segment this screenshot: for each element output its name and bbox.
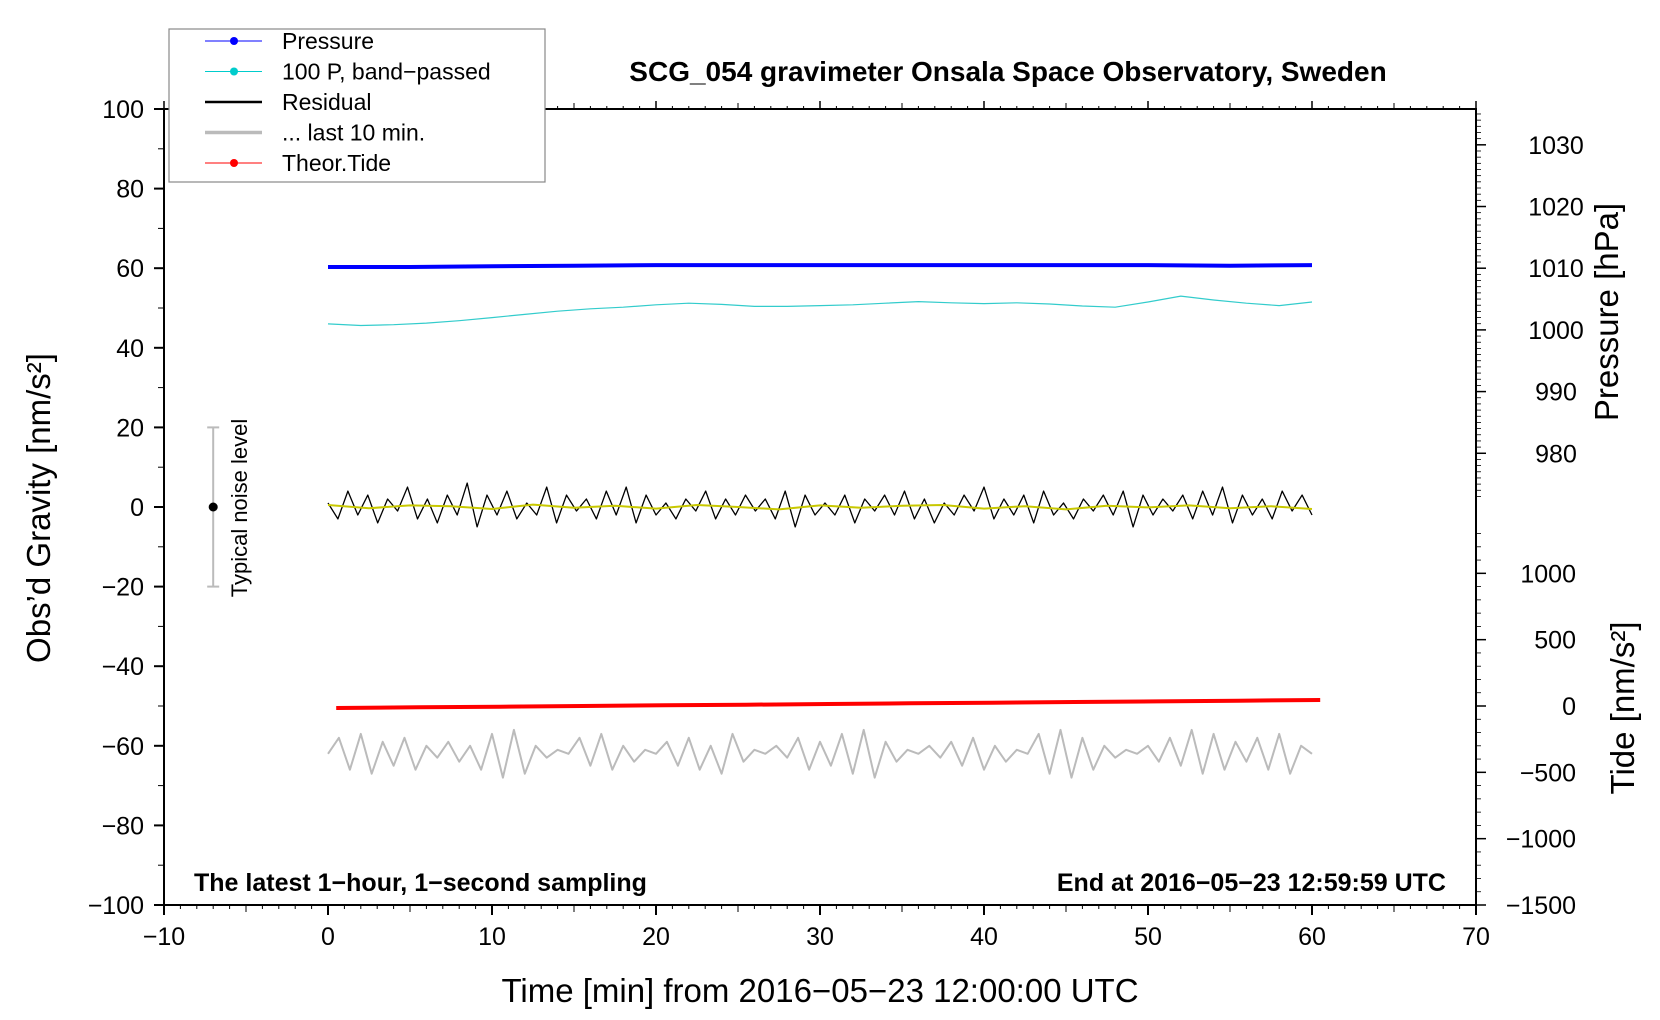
pressure-tick-label: 1000 — [1528, 317, 1584, 345]
last-10-min-line — [327, 728, 1313, 779]
axes-layer: −10 0 10 20 30 40 50 60 70−100−80−60−40−20020406… — [88, 96, 1584, 951]
x-tick-label: 30 — [806, 923, 834, 951]
note-right: End at 2016−05−23 12:59:59 UTC — [1057, 869, 1446, 897]
y-tick-label: 60 — [116, 255, 144, 283]
residual-line — [327, 482, 1313, 528]
x-tick-label: 20 — [642, 923, 670, 951]
noise-bar-center — [208, 502, 218, 512]
legend-entry: 100 P, band−passed — [205, 59, 491, 85]
chart-title: SCG_054 gravimeter Onsala Space Observat… — [629, 56, 1386, 87]
legend-label: 100 P, band−passed — [282, 59, 491, 85]
legend-entry: Pressure — [205, 28, 374, 54]
legend-marker — [230, 159, 238, 167]
y-tick-label: 0 — [130, 494, 144, 522]
x-tick-label: −10 — [143, 923, 185, 951]
legend-label: Residual — [282, 89, 372, 115]
pressure-tick-label: 1010 — [1528, 255, 1584, 283]
x-tick-label: 0 — [321, 923, 335, 951]
tide-tick-label: 0 — [1562, 693, 1576, 721]
legend-entry: ... last 10 min. — [205, 120, 425, 146]
legend-entry: Theor.Tide — [205, 150, 391, 176]
legend-box — [168, 28, 546, 183]
y-tick-label: −60 — [102, 733, 144, 761]
residual-smoothed-line — [327, 503, 1313, 511]
tide-tick-label: −1500 — [1506, 892, 1576, 920]
tide-tick-label: −500 — [1520, 759, 1576, 787]
y-tick-label: 20 — [116, 414, 144, 442]
y-tick-label: −40 — [102, 653, 144, 681]
legend-label: Pressure — [282, 28, 374, 54]
x-tick-label: 40 — [970, 923, 998, 951]
legend-label: Theor.Tide — [282, 150, 391, 176]
legend-label: ... last 10 min. — [282, 120, 425, 146]
y-tick-label: 100 — [102, 96, 144, 124]
x-tick-label: 10 — [478, 923, 506, 951]
series-layer — [207, 263, 1321, 779]
pressure-line — [328, 263, 1313, 269]
y-tick-label: 80 — [116, 176, 144, 204]
pressure-tick-label: 990 — [1535, 379, 1577, 407]
y-tick-label: 40 — [116, 335, 144, 363]
tide-tick-label: 500 — [1534, 627, 1576, 655]
tide-tick-label: −1000 — [1506, 826, 1576, 854]
legend: Pressure 100 P, band−passed Residual ... la… — [168, 28, 546, 183]
x-tick-label: 70 — [1462, 923, 1490, 951]
x-tick-label: 50 — [1134, 923, 1162, 951]
legend-entry: Residual — [205, 89, 372, 115]
tide-axis-label: Tide [nm/s²] — [1604, 622, 1641, 795]
y-axis-label: Obs’d Gravity [nm/s²] — [20, 353, 57, 663]
note-left: The latest 1−hour, 1−second sampling — [194, 869, 647, 897]
pressure-tick-label: 1030 — [1528, 132, 1584, 160]
legend-marker — [230, 67, 238, 76]
legend-marker — [230, 37, 238, 45]
band-passed-line — [327, 295, 1313, 327]
pressure-axis-label: Pressure [hPa] — [1588, 203, 1625, 421]
theor-tide-line — [336, 698, 1321, 710]
pressure-tick-label: 1020 — [1528, 194, 1584, 222]
pressure-tick-label: 980 — [1535, 440, 1577, 468]
x-tick-label: 60 — [1298, 923, 1326, 951]
y-tick-label: −80 — [102, 812, 144, 840]
x-axis-label: Time [min] from 2016−05−23 12:00:00 UTC — [501, 972, 1138, 1009]
noise-label: Typical noise level — [227, 419, 252, 598]
y-tick-label: −100 — [88, 892, 144, 920]
y-tick-label: −20 — [102, 574, 144, 602]
tide-tick-label: 1000 — [1520, 560, 1576, 588]
